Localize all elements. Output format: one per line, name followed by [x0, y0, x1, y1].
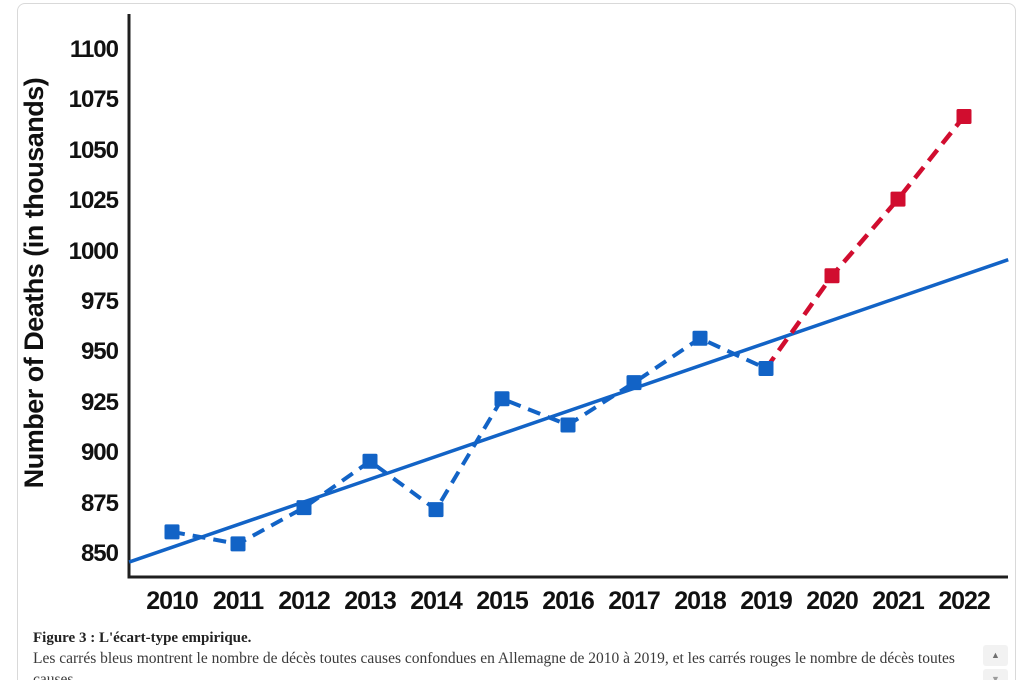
x-tick-label: 2019 [740, 587, 793, 615]
arrow-up-icon: ▲ [991, 650, 1000, 660]
scroll-down-button[interactable]: ▼ [983, 669, 1008, 680]
y-tick-label: 950 [80, 338, 119, 366]
y-tick-label: 925 [80, 388, 119, 416]
x-tick-label: 2012 [278, 587, 331, 615]
x-tick-label: 2022 [938, 587, 991, 615]
arrow-down-icon: ▼ [991, 674, 1000, 680]
x-tick-label: 2010 [146, 587, 199, 615]
x-tick-label: 2015 [476, 587, 529, 615]
scroll-up-button[interactable]: ▲ [983, 645, 1008, 666]
y-tick-label: 900 [80, 439, 119, 467]
y-tick-label: 1075 [68, 86, 119, 114]
x-tick-label: 2011 [212, 587, 264, 615]
x-tick-label: 2013 [344, 587, 397, 615]
x-tick-label: 2014 [410, 587, 463, 615]
y-tick-label: 850 [80, 540, 119, 567]
x-tick-label: 2021 [872, 587, 925, 615]
x-tick-label: 2020 [806, 587, 859, 615]
caption-title: Figure 3 : L'écart-type empirique. [33, 630, 252, 646]
x-tick-label: 2016 [542, 587, 595, 615]
caption-text-line: Les carrés bleus montrent le nombre de d… [33, 650, 955, 680]
x-tick-label: 2018 [674, 587, 727, 615]
y-tick-label: 1100 [69, 36, 119, 63]
y-tick-label: 1050 [68, 136, 119, 164]
y-tick-label: 1025 [68, 187, 119, 215]
y-tick-label: 875 [80, 489, 119, 517]
figure-caption: Figure 3 : L'écart-type empirique. Les c… [33, 628, 963, 680]
figure-card [17, 3, 1016, 680]
y-tick-label: 1000 [68, 237, 119, 265]
y-tick-label: 975 [80, 288, 119, 315]
x-tick-label: 2017 [608, 587, 661, 615]
